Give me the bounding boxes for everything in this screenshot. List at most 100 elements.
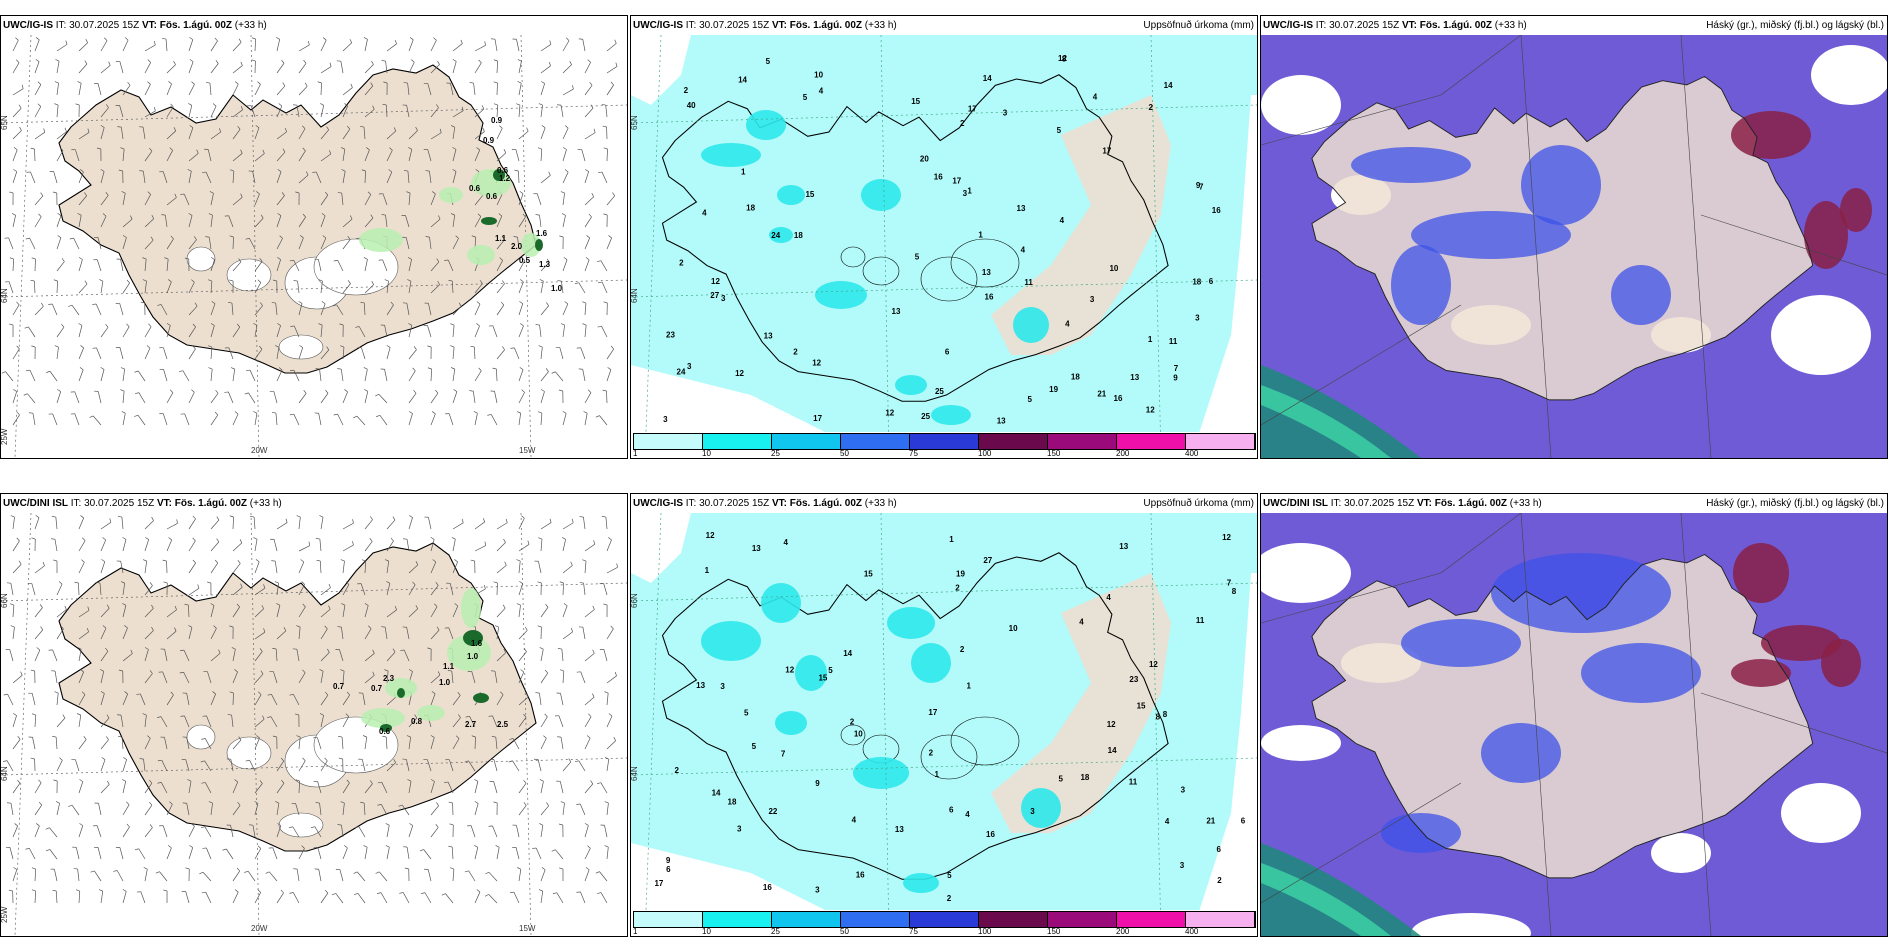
wind-barb (124, 37, 129, 41)
wind-barb (584, 132, 596, 140)
precip-value-label: 8 (1163, 710, 1168, 719)
wind-barb (318, 869, 322, 882)
wind-barb (188, 239, 197, 250)
wind-barb (606, 847, 609, 860)
wind-barb (496, 349, 505, 360)
wind-barb (495, 737, 498, 750)
wind-barb (342, 283, 351, 294)
it-value: 30.07.2025 15Z (1344, 498, 1415, 509)
wind-barb (537, 147, 542, 150)
wind-barb (298, 303, 303, 316)
wind-barb (329, 150, 332, 155)
wind-barb (296, 105, 300, 118)
mid-cloud (1581, 643, 1701, 703)
wind-barb (386, 825, 390, 838)
wind-barb (17, 735, 21, 740)
wind-barb (597, 325, 602, 328)
wind-barb (320, 129, 330, 140)
wind-barb (298, 150, 306, 162)
lat-label-bottom: 64N (631, 288, 639, 303)
wind-barb (256, 735, 260, 739)
precip-value-label: 13 (997, 417, 1006, 426)
wind-barb (120, 715, 124, 728)
wind-barb (383, 81, 388, 84)
wind-barb (385, 215, 388, 228)
graticule-line (250, 513, 260, 936)
wind-barb (471, 235, 476, 238)
legend-tick-label: 25 (771, 927, 780, 936)
wind-barb (386, 609, 397, 618)
wind-barb (321, 213, 326, 217)
wind-barb (8, 281, 14, 294)
wind-barb (562, 761, 572, 772)
wind-barb (428, 517, 432, 530)
wind-barb (276, 151, 286, 162)
wind-barb (188, 213, 193, 216)
wind-barb (11, 213, 16, 216)
wind-barb (119, 105, 124, 118)
wind-barb (56, 347, 59, 360)
wind-barb (549, 518, 552, 523)
wind-barb (452, 127, 456, 140)
wind-barb (122, 605, 127, 618)
wind-barb (9, 603, 14, 606)
wind-barb (607, 367, 612, 370)
wind-barb (372, 649, 375, 654)
wind-barb (447, 781, 454, 794)
precip-blob (1021, 788, 1061, 828)
wind-barb (122, 391, 125, 404)
low-cloud (1733, 543, 1789, 603)
wind-barb (539, 693, 542, 706)
wind-barb (479, 280, 483, 284)
wind-barb (584, 196, 594, 206)
precip-value-label: 23 (1129, 675, 1138, 684)
precip-core (481, 217, 497, 225)
it-value: 30.07.2025 15Z (699, 20, 770, 31)
wind-barb (339, 649, 344, 662)
wind-barb (451, 537, 456, 540)
wind-barb (540, 371, 549, 382)
wind-barb (229, 515, 234, 518)
wind-barb (49, 371, 58, 382)
iceland-outline (661, 74, 1169, 402)
wind-barb (493, 759, 498, 772)
wind-barb (464, 760, 469, 763)
wind-barb (518, 216, 526, 228)
wind-barb (213, 625, 217, 629)
wind-barb (606, 237, 612, 250)
wind-barb (255, 559, 260, 563)
wind-barb (30, 279, 35, 282)
wind-barb (74, 391, 80, 404)
wind-barb (320, 325, 323, 338)
wind-barb (603, 583, 608, 596)
wind-barb (321, 301, 326, 305)
wind-barb (80, 669, 84, 673)
wind-barb (606, 693, 609, 706)
glacier-outline (862, 256, 900, 286)
wind-barb (331, 893, 336, 896)
wind-barb (80, 345, 84, 349)
wind-barb (579, 582, 584, 584)
wind-barb (345, 581, 350, 585)
wind-barb (229, 169, 234, 172)
wind-barb (430, 561, 437, 574)
lon-label-left: 20W (251, 924, 268, 933)
wind-barb (260, 670, 264, 675)
wind-barb (118, 169, 123, 172)
precip-value-label: 16 (985, 292, 994, 301)
wind-barb (608, 537, 612, 541)
wind-barb (276, 347, 280, 360)
legend-swatch (910, 912, 979, 927)
wind-barb (435, 824, 439, 828)
wind-barb (450, 213, 455, 216)
wind-barb (496, 215, 503, 228)
wind-barb (162, 559, 167, 562)
wind-barb (100, 171, 105, 184)
wind-barb (457, 692, 461, 696)
wind-barb (35, 823, 40, 827)
wind-barb (207, 149, 212, 162)
wind-barb (430, 827, 439, 838)
wind-barb (160, 716, 168, 728)
wind-barb (169, 147, 173, 151)
wind-barb (524, 626, 528, 631)
